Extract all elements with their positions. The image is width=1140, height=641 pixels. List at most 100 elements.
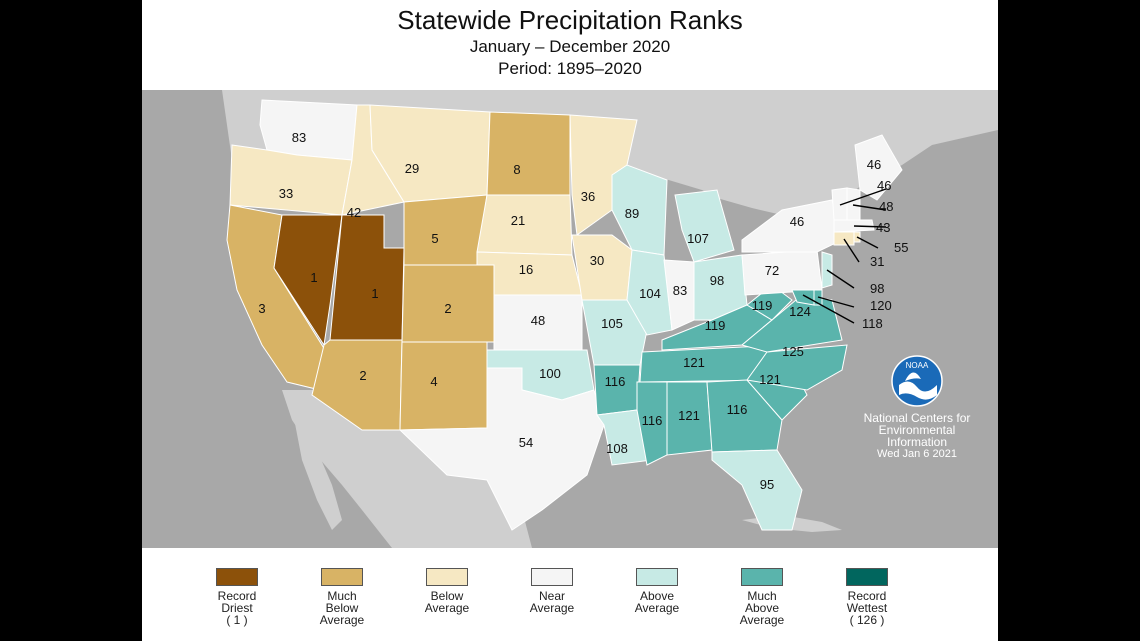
state-fl [711, 449, 803, 531]
rank-label-nv: 1 [310, 270, 317, 285]
legend-swatch [531, 568, 573, 586]
rank-label-ms: 116 [642, 413, 663, 428]
legend-swatch [321, 568, 363, 586]
rank-label-nd: 8 [513, 162, 520, 177]
rank-label-id: 42 [347, 205, 361, 220]
state-wy [403, 194, 488, 266]
legend: Record Driest ( 1 ) Much Below Average Bel… [142, 560, 998, 640]
rank-label-fl: 95 [760, 477, 774, 492]
rank-label-de: 120 [870, 298, 892, 313]
rank-label-or: 33 [279, 186, 293, 201]
legend-item-near: Near Average [507, 568, 597, 614]
rank-label-nc: 125 [782, 344, 804, 359]
rank-label-ky: 119 [705, 318, 726, 333]
rank-label-ar: 116 [605, 374, 626, 389]
rank-label-tx: 54 [519, 435, 533, 450]
state-mi [674, 189, 735, 263]
legend-label: Record Driest ( 1 ) [217, 589, 257, 627]
rank-label-ut: 1 [371, 286, 378, 301]
legend-swatch [426, 568, 468, 586]
leader-line-nj [826, 269, 855, 289]
baja-land [292, 408, 342, 530]
legend-swatch [636, 568, 678, 586]
legend-label: Near Average [529, 589, 575, 615]
rank-label-il: 104 [639, 286, 661, 301]
state-md [791, 289, 815, 306]
leader-line-de [817, 296, 855, 308]
rank-label-ca: 3 [258, 301, 265, 316]
rank-label-la: 108 [606, 441, 628, 456]
state-pa [741, 249, 823, 296]
rank-label-ga: 116 [727, 402, 748, 417]
figure-frame: Statewide Precipitation Ranks January – … [142, 0, 998, 641]
legend-item-record-driest: Record Driest ( 1 ) [192, 568, 282, 626]
leader-line-ma [853, 225, 887, 228]
rank-label-mn: 36 [581, 189, 595, 204]
rank-label-mi: 107 [687, 231, 709, 246]
rank-label-me: 46 [867, 157, 881, 172]
rank-label-ri: 55 [894, 240, 908, 255]
legend-item-much-above: Much Above Average [717, 568, 807, 626]
leader-line-vt [839, 188, 887, 206]
rank-label-va: 124 [789, 304, 811, 319]
legend-item-below: Below Average [402, 568, 492, 614]
ncei-credit: NOAA National Centers for Environmental … [842, 355, 992, 461]
rank-label-wv: 119 [752, 298, 773, 313]
rank-label-ct: 31 [870, 254, 884, 269]
rank-label-wi: 89 [625, 206, 639, 221]
rank-label-mo: 105 [601, 316, 623, 331]
ncei-line-3: Information [886, 435, 948, 449]
rank-label-nm: 4 [430, 374, 437, 389]
legend-label: Below Average [424, 589, 470, 615]
states-layer [226, 99, 903, 531]
state-il [626, 249, 673, 336]
ncei-line-1: National Centers for [863, 411, 971, 425]
legend-item-much-below: Much Below Average [297, 568, 387, 626]
rank-label-wa: 83 [292, 130, 306, 145]
map-title: Statewide Precipitation Ranks [397, 5, 743, 35]
rank-label-wy: 5 [431, 231, 438, 246]
leader-line-ri [856, 236, 879, 249]
rank-label-pa: 72 [765, 263, 779, 278]
rank-label-in: 83 [673, 283, 687, 298]
noaa-logo-text: NOAA [906, 361, 929, 370]
leader-line-nh [852, 204, 887, 211]
map-period: Period: 1895–2020 [498, 59, 642, 78]
legend-item-record-wettest: Record Wettest ( 126 ) [822, 568, 912, 626]
state-ct [833, 231, 855, 246]
rank-label-ok: 100 [539, 366, 561, 381]
rank-label-al: 121 [678, 408, 700, 423]
state-ga [706, 379, 783, 453]
rank-label-ks: 48 [531, 313, 545, 328]
map-panel: 83 33 3 42 1 1 2 29 5 2 4 8 21 16 48 100 54 36 30 105 116 108… [142, 90, 998, 548]
legend-item-above: Above Average [612, 568, 702, 614]
rank-label-oh: 98 [710, 273, 724, 288]
legend-swatch [216, 568, 258, 586]
rank-label-tn: 121 [683, 355, 705, 370]
state-va [740, 294, 843, 353]
noaa-logo-icon: NOAA [891, 355, 943, 407]
state-nd [486, 111, 571, 196]
state-ms [636, 381, 668, 466]
rank-label-mt: 29 [405, 161, 419, 176]
legend-label: Above Average [634, 589, 680, 615]
state-nv [273, 214, 343, 347]
state-mo [581, 299, 648, 366]
rank-label-ne: 16 [519, 262, 533, 277]
state-ar [593, 364, 641, 416]
rank-label-ma: 43 [876, 220, 890, 235]
state-nh [846, 187, 861, 221]
rank-label-sc: 121 [759, 372, 781, 387]
state-nc [746, 344, 848, 391]
rank-label-md: 118 [862, 316, 883, 331]
ncei-line-2: Environmental [878, 423, 956, 437]
legend-label: Much Below Average [319, 589, 365, 627]
ncei-date: Wed Jan 6 2021 [877, 448, 957, 460]
legend-label: Much Above Average [739, 589, 785, 627]
rank-label-sd: 21 [511, 213, 525, 228]
legend-swatch [741, 568, 783, 586]
labels-layer: 8333342112295248211648100543630105116108… [258, 130, 908, 492]
us-map: 8333342112295248211648100543630105116108… [142, 90, 998, 548]
rank-label-vt: 46 [877, 178, 891, 193]
title-block: Statewide Precipitation Ranks January – … [142, 4, 998, 80]
